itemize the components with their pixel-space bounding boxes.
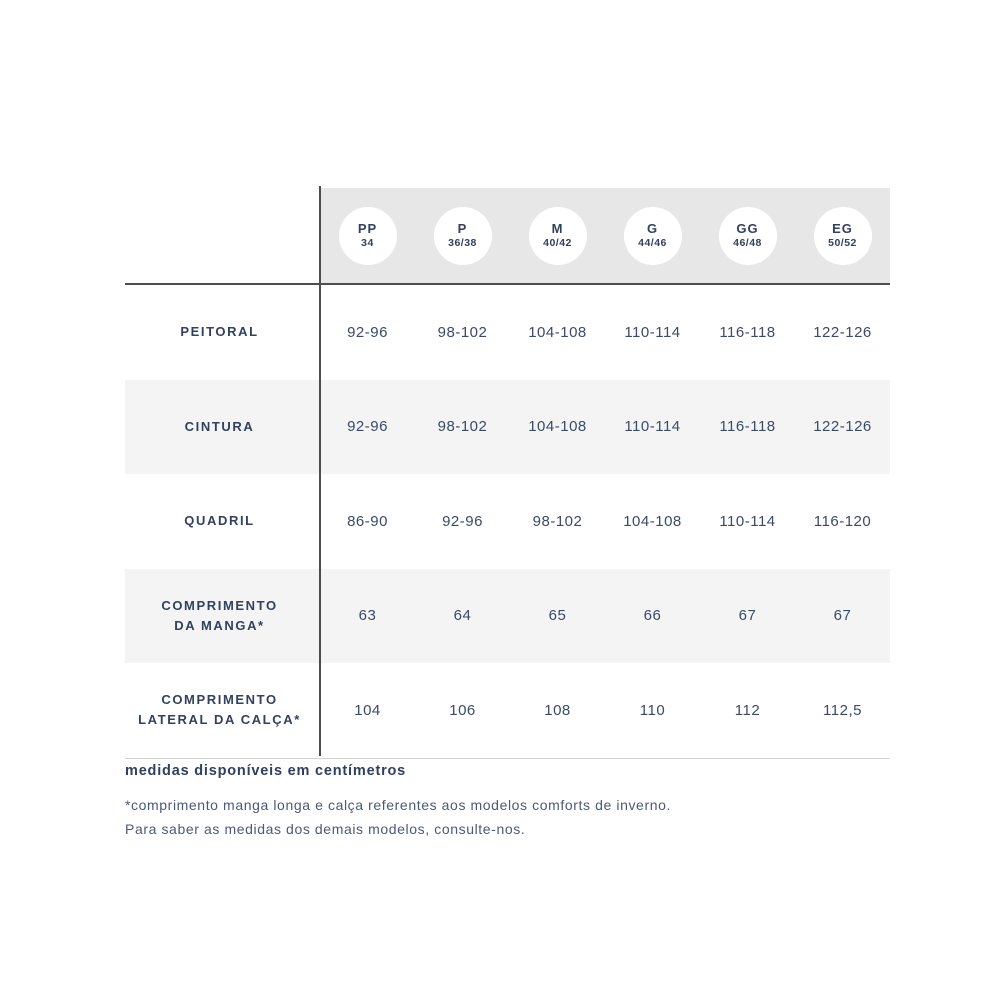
row-values: 92-96 98-102 104-108 110-114 116-118 122… [320,418,890,435]
size-badge-pp: PP 34 [338,206,397,265]
row-label-line: COMPRIMENTO [161,597,278,613]
row-label: CINTURA [125,417,320,437]
size-sublabel: 36/38 [448,237,477,250]
row-values: 63 64 65 66 67 67 [320,607,890,624]
size-label: M [551,220,564,236]
size-badge-m: M 40/42 [528,206,587,265]
units-note: medidas disponíveis em centímetros [125,763,407,779]
table-cell: 110 [639,701,666,719]
table-cell: 66 [643,607,662,625]
table-cell: 92-96 [442,512,483,530]
row-label-line: CINTURA [184,418,255,434]
size-col-g: G 44/46 [605,206,700,265]
size-badge-p: P 36/38 [433,206,492,265]
table-cell: 112,5 [823,701,862,719]
table-cell: 64 [453,607,472,625]
row-values: 92-96 98-102 104-108 110-114 116-118 122… [320,324,890,341]
header-label-spacer [125,188,320,283]
row-label: COMPRIMENTO DA MANGA* [125,596,320,636]
table-cell: 104-108 [623,512,682,530]
row-label: PEITORAL [125,322,320,342]
table-cell: 104-108 [528,418,587,436]
table-cell: 116-118 [719,418,776,436]
row-label-line: QUADRIL [184,513,255,529]
size-label: EG [832,220,853,236]
table-cell: 63 [358,607,377,625]
table-cell: 67 [738,607,757,625]
size-chart-table: PP 34 P 36/38 M 40/42 [125,188,890,759]
table-row-peitoral: PEITORAL 92-96 98-102 104-108 110-114 11… [125,285,890,380]
size-col-gg: GG 46/48 [700,206,795,265]
table-cell: 86-90 [347,512,388,530]
table-cell: 122-126 [813,323,872,341]
size-col-eg: EG 50/52 [795,206,890,265]
size-col-m: M 40/42 [510,206,605,265]
size-sublabel: 34 [361,237,374,250]
table-cell: 92-96 [347,323,388,341]
table-cell: 122-126 [813,418,872,436]
row-label-line: LATERAL DA CALÇA* [138,712,301,728]
table-cell: 108 [544,701,571,719]
row-values: 86-90 92-96 98-102 104-108 110-114 116-1… [320,513,890,530]
column-divider-line [319,186,321,756]
table-cell: 92-96 [347,418,388,436]
size-label: PP [357,220,378,236]
size-header-row: PP 34 P 36/38 M 40/42 [125,188,890,285]
table-row-cintura: CINTURA 92-96 98-102 104-108 110-114 116… [125,379,890,474]
size-label: P [457,220,468,236]
size-label: G [646,220,659,236]
size-col-pp: PP 34 [320,206,415,265]
row-label-line: COMPRIMENTO [161,692,278,708]
size-label: GG [736,220,759,236]
row-label: COMPRIMENTO LATERAL DA CALÇA* [125,690,320,730]
asterisk-note-line1: *comprimento manga longa e calça referen… [125,797,671,813]
table-cell: 104 [354,701,381,719]
row-values: 104 106 108 110 112 112,5 [320,702,890,719]
size-sublabel: 50/52 [828,237,857,250]
table-cell: 65 [548,607,567,625]
size-col-p: P 36/38 [415,206,510,265]
asterisk-note-line2: Para saber as medidas dos demais modelos… [125,821,526,837]
size-badge-gg: GG 46/48 [718,206,777,265]
size-sublabel: 44/46 [638,237,667,250]
size-badge-eg: EG 50/52 [813,206,872,265]
size-sublabel: 46/48 [733,237,762,250]
table-cell: 110-114 [624,418,681,436]
table-cell: 98-102 [437,323,488,341]
row-label-line: DA MANGA* [174,617,265,633]
table-cell: 116-118 [719,323,776,341]
row-label-line: PEITORAL [180,324,259,340]
table-cell: 104-108 [528,323,587,341]
table-row-comprimento-lateral-calca: COMPRIMENTO LATERAL DA CALÇA* 104 106 10… [125,663,890,759]
table-cell: 116-120 [813,512,872,530]
asterisk-note: *comprimento manga longa e calça referen… [125,793,825,841]
table-cell: 98-102 [437,418,488,436]
table-cell: 98-102 [532,512,583,530]
table-cell: 110-114 [624,323,681,341]
size-header-band: PP 34 P 36/38 M 40/42 [320,188,890,283]
table-cell: 112 [734,701,761,719]
table-row-comprimento-manga: COMPRIMENTO DA MANGA* 63 64 65 66 67 67 [125,568,890,663]
row-label: QUADRIL [125,511,320,531]
table-row-quadril: QUADRIL 86-90 92-96 98-102 104-108 110-1… [125,474,890,569]
table-cell: 106 [449,701,476,719]
size-badge-g: G 44/46 [623,206,682,265]
size-sublabel: 40/42 [543,237,572,250]
table-cell: 110-114 [719,512,776,530]
footnotes: medidas disponíveis em centímetros *comp… [125,763,825,841]
table-cell: 67 [833,607,852,625]
